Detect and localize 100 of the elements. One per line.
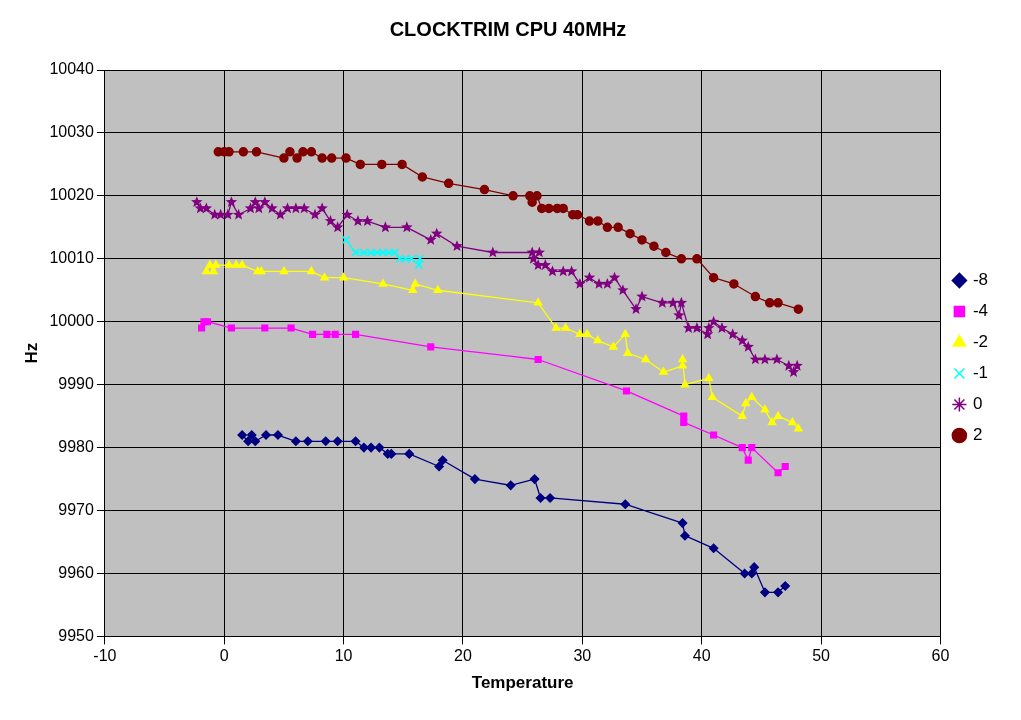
point (582, 329, 592, 338)
x-axis-title: Temperature (471, 673, 574, 693)
point (298, 147, 308, 157)
point (279, 266, 289, 275)
legend-label: 0 (972, 394, 983, 414)
point (417, 172, 428, 182)
point (261, 324, 269, 332)
point (351, 248, 360, 257)
point (434, 461, 444, 472)
point (575, 329, 585, 338)
point (532, 191, 542, 201)
x-tick-label: 10 (334, 647, 353, 665)
point (748, 444, 756, 452)
x-tick-label: -10 (93, 647, 117, 665)
point (251, 147, 262, 157)
x-tick-label: 60 (931, 647, 950, 665)
y-tick-label: 9990 (58, 375, 94, 393)
point (374, 442, 385, 453)
point (508, 191, 518, 201)
point (291, 436, 301, 447)
chart-title: CLOCKTRIM CPU 40MHz (389, 17, 627, 40)
point (203, 318, 212, 326)
point (622, 387, 631, 395)
y-tick-label: 9980 (58, 438, 94, 456)
point (505, 480, 516, 491)
point (680, 379, 690, 388)
point (202, 266, 211, 275)
point (433, 285, 443, 294)
y-tick-label: 10040 (49, 60, 94, 78)
point (395, 254, 404, 264)
point (323, 330, 331, 338)
point (320, 436, 331, 447)
point (625, 228, 635, 239)
point (678, 354, 687, 363)
point (767, 417, 777, 426)
point (750, 291, 761, 302)
point (773, 587, 783, 598)
y-tick-label: 10030 (49, 123, 94, 141)
point (384, 248, 394, 257)
point (621, 329, 630, 338)
x-tick-label: 20 (454, 647, 472, 665)
point (359, 442, 369, 453)
point (680, 530, 690, 541)
point (764, 298, 775, 308)
point (780, 581, 790, 591)
point (246, 430, 257, 440)
point (749, 562, 759, 572)
point (593, 216, 603, 226)
point (676, 254, 687, 264)
y-tick-label: 10000 (49, 312, 94, 330)
point (613, 222, 623, 233)
point (285, 147, 295, 157)
point (708, 392, 717, 400)
point (350, 436, 361, 447)
point (307, 266, 316, 275)
point (738, 411, 747, 419)
point (710, 431, 718, 439)
point (437, 455, 448, 465)
point (760, 405, 770, 413)
point (677, 518, 688, 528)
point (279, 153, 289, 163)
point (341, 153, 351, 163)
point (680, 418, 688, 427)
point (273, 430, 283, 440)
point (372, 248, 382, 257)
legend-label: -4 (972, 301, 989, 321)
point (303, 436, 313, 447)
point (741, 398, 751, 407)
legend-label: -2 (972, 332, 989, 352)
point (331, 330, 339, 338)
point (794, 423, 803, 432)
point (793, 304, 804, 314)
y-tick-label: 9950 (58, 626, 94, 644)
point (351, 330, 360, 338)
point (584, 216, 595, 226)
point (659, 367, 668, 375)
point (250, 436, 261, 447)
point (197, 324, 206, 332)
point (529, 474, 540, 484)
y-tick-label: 10010 (49, 249, 94, 267)
point (535, 493, 546, 503)
point (390, 248, 400, 257)
legend-label: -1 (972, 363, 989, 383)
point (747, 568, 757, 579)
point (339, 272, 348, 281)
point (609, 342, 618, 350)
point (593, 335, 603, 344)
point (470, 474, 480, 484)
point (760, 587, 770, 598)
point (404, 449, 414, 459)
point (332, 436, 343, 447)
y-tick-label: 9960 (58, 563, 94, 581)
point (308, 330, 317, 338)
point (704, 373, 714, 382)
point (341, 235, 351, 245)
point (411, 279, 420, 287)
point (366, 442, 376, 453)
x-tick-label: 30 (573, 647, 592, 665)
point (544, 203, 554, 214)
point (747, 392, 757, 400)
